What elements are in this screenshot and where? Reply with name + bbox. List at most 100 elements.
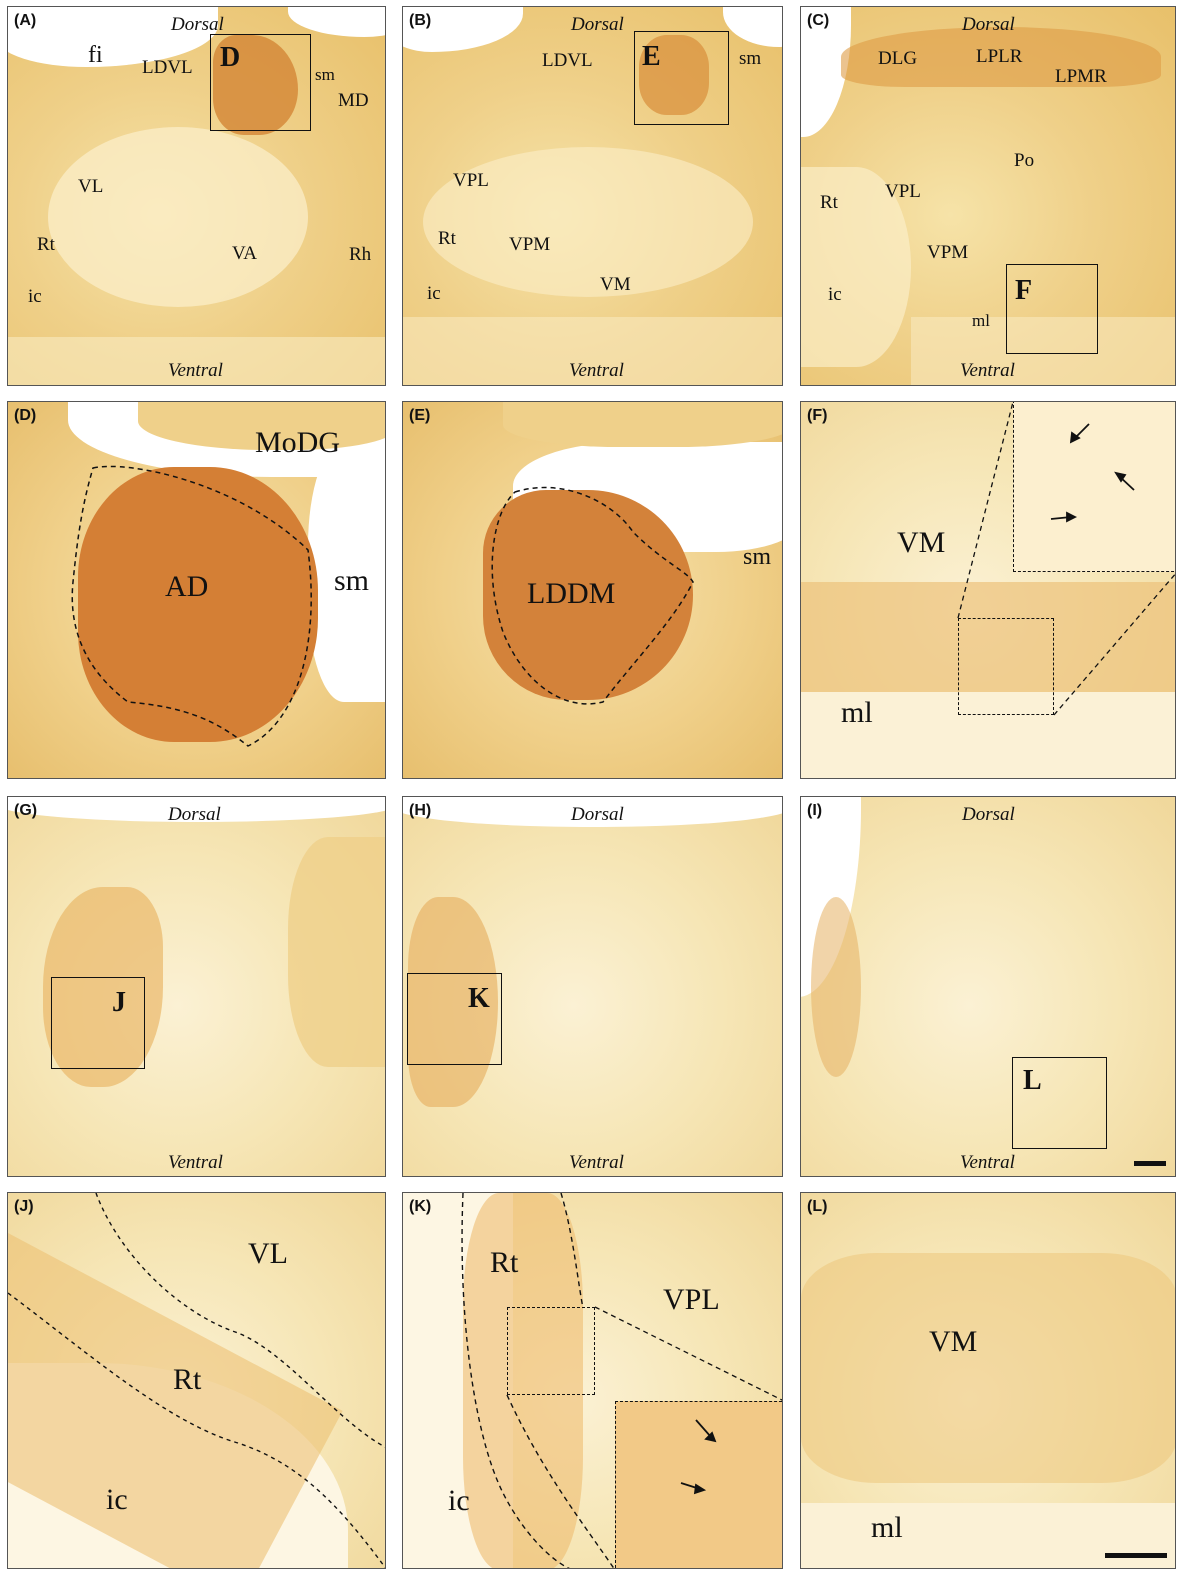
label-ic: ic (427, 283, 441, 304)
ventricle-space (403, 797, 782, 827)
region-box (958, 618, 1054, 715)
label-vpl: VPL (885, 181, 921, 202)
ventricle-space (8, 797, 385, 822)
panel-h: (H) Dorsal Ventral K (402, 796, 783, 1177)
fiber-region (801, 167, 911, 367)
ventricle-space (288, 7, 385, 37)
ventral-label: Ventral (569, 360, 624, 381)
panel-b: (B) Dorsal Ventral LDVL E sm VPL Rt VPM … (402, 6, 783, 386)
panel-d: (D) MoDG AD sm (7, 401, 386, 779)
inset-box-j (51, 977, 145, 1069)
fiber-region (911, 317, 1175, 385)
dorsal-label: Dorsal (168, 804, 221, 825)
label-lplr: LPLR (976, 46, 1023, 67)
label-sm: sm (315, 65, 335, 84)
rt-band (811, 897, 861, 1077)
panel-l: (L) VM ml (800, 1192, 1176, 1569)
dark-band (841, 27, 1161, 87)
label-vpl: VPL (663, 1283, 720, 1316)
fiber-region (423, 147, 753, 297)
inset-box-k (407, 973, 502, 1065)
label-ad: AD (165, 570, 209, 603)
panel-tag: (G) (14, 802, 38, 819)
inset-box-l (1012, 1057, 1107, 1149)
label-vm: VM (929, 1325, 978, 1358)
inset-outline (615, 1401, 782, 1568)
label-rt: Rt (490, 1246, 519, 1279)
panel-tag: (I) (807, 802, 823, 819)
panel-e: (E) LDDM sm (402, 401, 783, 779)
stained-region (801, 1253, 1175, 1483)
label-ldvl: LDVL (542, 50, 593, 71)
modg-tissue (138, 402, 385, 450)
label-ldvl: LDVL (142, 57, 193, 78)
panel-tag: (K) (409, 1198, 432, 1215)
panel-tag: (B) (409, 12, 432, 29)
ventral-label: Ventral (960, 1152, 1015, 1173)
label-vl: VL (78, 176, 104, 197)
panel-j: (J) VL Rt ic (7, 1192, 386, 1569)
dark-nucleus (213, 35, 298, 135)
label-ic: ic (106, 1483, 128, 1516)
label-ic: ic (448, 1484, 470, 1517)
inset-outline (1013, 402, 1175, 572)
fiber-region (48, 127, 308, 307)
inset-box-d (210, 34, 311, 131)
label-vpm: VPM (927, 242, 969, 263)
panel-tag: (J) (14, 1198, 34, 1215)
label-vm: VM (600, 274, 631, 295)
panel-k: (K) Rt VPL ic (402, 1192, 783, 1569)
label-rh: Rh (349, 244, 372, 265)
dark-patch (288, 837, 385, 1067)
label-d: D (220, 42, 241, 73)
label-rt: Rt (438, 228, 456, 249)
label-rt: Rt (173, 1363, 202, 1396)
label-vpm: VPM (509, 234, 551, 255)
label-j: J (112, 987, 126, 1018)
label-vl: VL (248, 1237, 288, 1270)
dorsal-label: Dorsal (571, 14, 624, 35)
label-fi: fi (88, 42, 103, 68)
panel-g: (G) Dorsal Ventral J (7, 796, 386, 1177)
fiber-region (403, 317, 782, 385)
ventral-label: Ventral (168, 360, 223, 381)
panel-tag: (E) (409, 407, 431, 424)
inset-box-e (634, 31, 729, 125)
ad-nucleus (78, 467, 318, 742)
label-ml: ml (972, 311, 990, 330)
scale-bar (1105, 1553, 1167, 1558)
label-va: VA (232, 243, 257, 264)
panel-tag: (C) (807, 12, 830, 29)
magnified-inset (1013, 402, 1175, 572)
ventral-label: Ventral (569, 1152, 624, 1173)
panel-tag: (L) (807, 1198, 828, 1215)
ventral-label: Ventral (960, 360, 1015, 381)
label-po: Po (1014, 150, 1035, 171)
rt-band (43, 887, 163, 1087)
panel-c: (C) Dorsal Ventral DLG LPLR LPMR Po Rt V… (800, 6, 1176, 386)
label-ml: ml (841, 696, 873, 729)
ventral-label: Ventral (168, 1152, 223, 1173)
panel-tag: (F) (807, 407, 828, 424)
region-box (507, 1307, 595, 1395)
label-sm: sm (334, 564, 370, 597)
panel-a: (A) Dorsal Ventral fi LDVL D sm MD VL Rt… (7, 6, 386, 386)
label-dlg: DLG (878, 48, 918, 69)
label-lpmr: LPMR (1055, 66, 1107, 87)
label-ic: ic (828, 284, 842, 305)
label-k: K (468, 983, 490, 1014)
dorsal-label: Dorsal (171, 14, 224, 35)
dorsal-label: Dorsal (962, 14, 1015, 35)
panel-tag: (D) (14, 407, 37, 424)
label-rt: Rt (820, 192, 838, 213)
label-vm: VM (897, 526, 946, 559)
ventricle-space (308, 442, 385, 702)
label-e: E (642, 41, 661, 72)
label-sm: sm (743, 544, 772, 570)
label-lddm: LDDM (527, 577, 616, 610)
rt-band (408, 897, 498, 1107)
inset-box-f (1006, 264, 1098, 354)
label-l: L (1023, 1065, 1042, 1096)
dorsal-label: Dorsal (962, 804, 1015, 825)
